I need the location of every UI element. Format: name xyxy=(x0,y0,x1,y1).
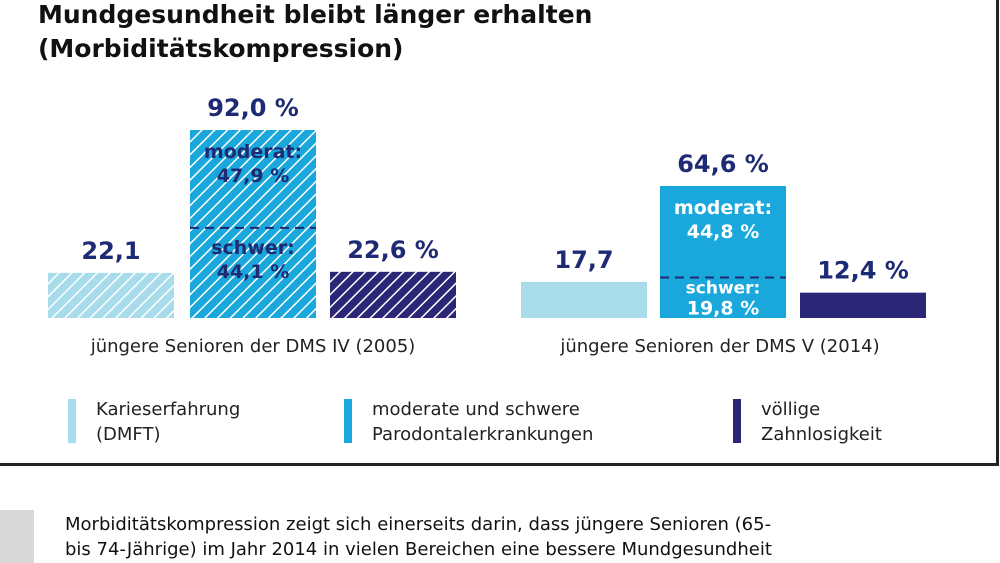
schwer-label: schwer: xyxy=(211,237,295,259)
legend-label: Parodontalerkrankungen xyxy=(372,424,594,445)
legend-item-caries: Karieserfahrung (DMFT) xyxy=(68,397,356,447)
chart-title: Mundgesundheit bleibt länger erhalten xyxy=(38,0,593,29)
value-label: 64,6 % xyxy=(677,150,769,178)
value-label: 92,0 % xyxy=(207,94,299,122)
moderat-value: 44,8 % xyxy=(687,221,760,243)
value-label: 17,7 xyxy=(554,246,613,274)
bar-caries xyxy=(521,281,647,318)
legend-label: moderate und schwere xyxy=(372,399,580,420)
footer-line: bis 74-Jährige) im Jahr 2014 in vielen B… xyxy=(65,539,772,560)
chart-frame xyxy=(0,0,999,466)
footer-line: Morbiditätskompression zeigt sich einers… xyxy=(65,514,772,535)
legend-label: (DMFT) xyxy=(96,424,161,445)
legend-swatch xyxy=(344,399,352,443)
schwer-value: 19,8 % xyxy=(687,298,760,320)
moderat-label: moderat: xyxy=(674,197,772,219)
footer-marker xyxy=(0,510,34,563)
value-label: 22,1 xyxy=(81,237,140,265)
legend-label: Zahnlosigkeit xyxy=(761,424,882,445)
bar-caries xyxy=(48,272,174,318)
legend-swatch xyxy=(733,399,741,443)
group-label: jüngere Senioren der DMS V (2014) xyxy=(559,336,879,357)
legend-swatch xyxy=(68,399,76,443)
bar-paro xyxy=(190,130,316,318)
bar-paro xyxy=(660,185,786,318)
moderat-label: moderat: xyxy=(204,141,302,163)
legend-label: völlige xyxy=(761,399,821,420)
value-label: 22,6 % xyxy=(347,236,439,264)
moderat-value: 47,9 % xyxy=(217,165,290,187)
value-label: 12,4 % xyxy=(817,257,909,285)
bar-zahnlos xyxy=(330,271,456,318)
legend-item-paro: moderate und schwere Parodontalerkrankun… xyxy=(344,397,632,447)
chart-subtitle: (Morbiditätskompression) xyxy=(38,34,404,63)
legend-item-zahnlos: völlige Zahnlosigkeit xyxy=(733,397,1000,447)
bar-chart: 22,192,0 %moderat:47,9 %schwer:44,1 %22,… xyxy=(48,94,926,357)
bar-zahnlos xyxy=(800,292,926,318)
legend-label: Karieserfahrung xyxy=(96,399,241,420)
schwer-label: schwer: xyxy=(686,279,761,299)
schwer-value: 44,1 % xyxy=(217,261,290,283)
footer-text: Morbiditätskompression zeigt sich einers… xyxy=(65,512,975,562)
group-label: jüngere Senioren der DMS IV (2005) xyxy=(90,336,416,357)
